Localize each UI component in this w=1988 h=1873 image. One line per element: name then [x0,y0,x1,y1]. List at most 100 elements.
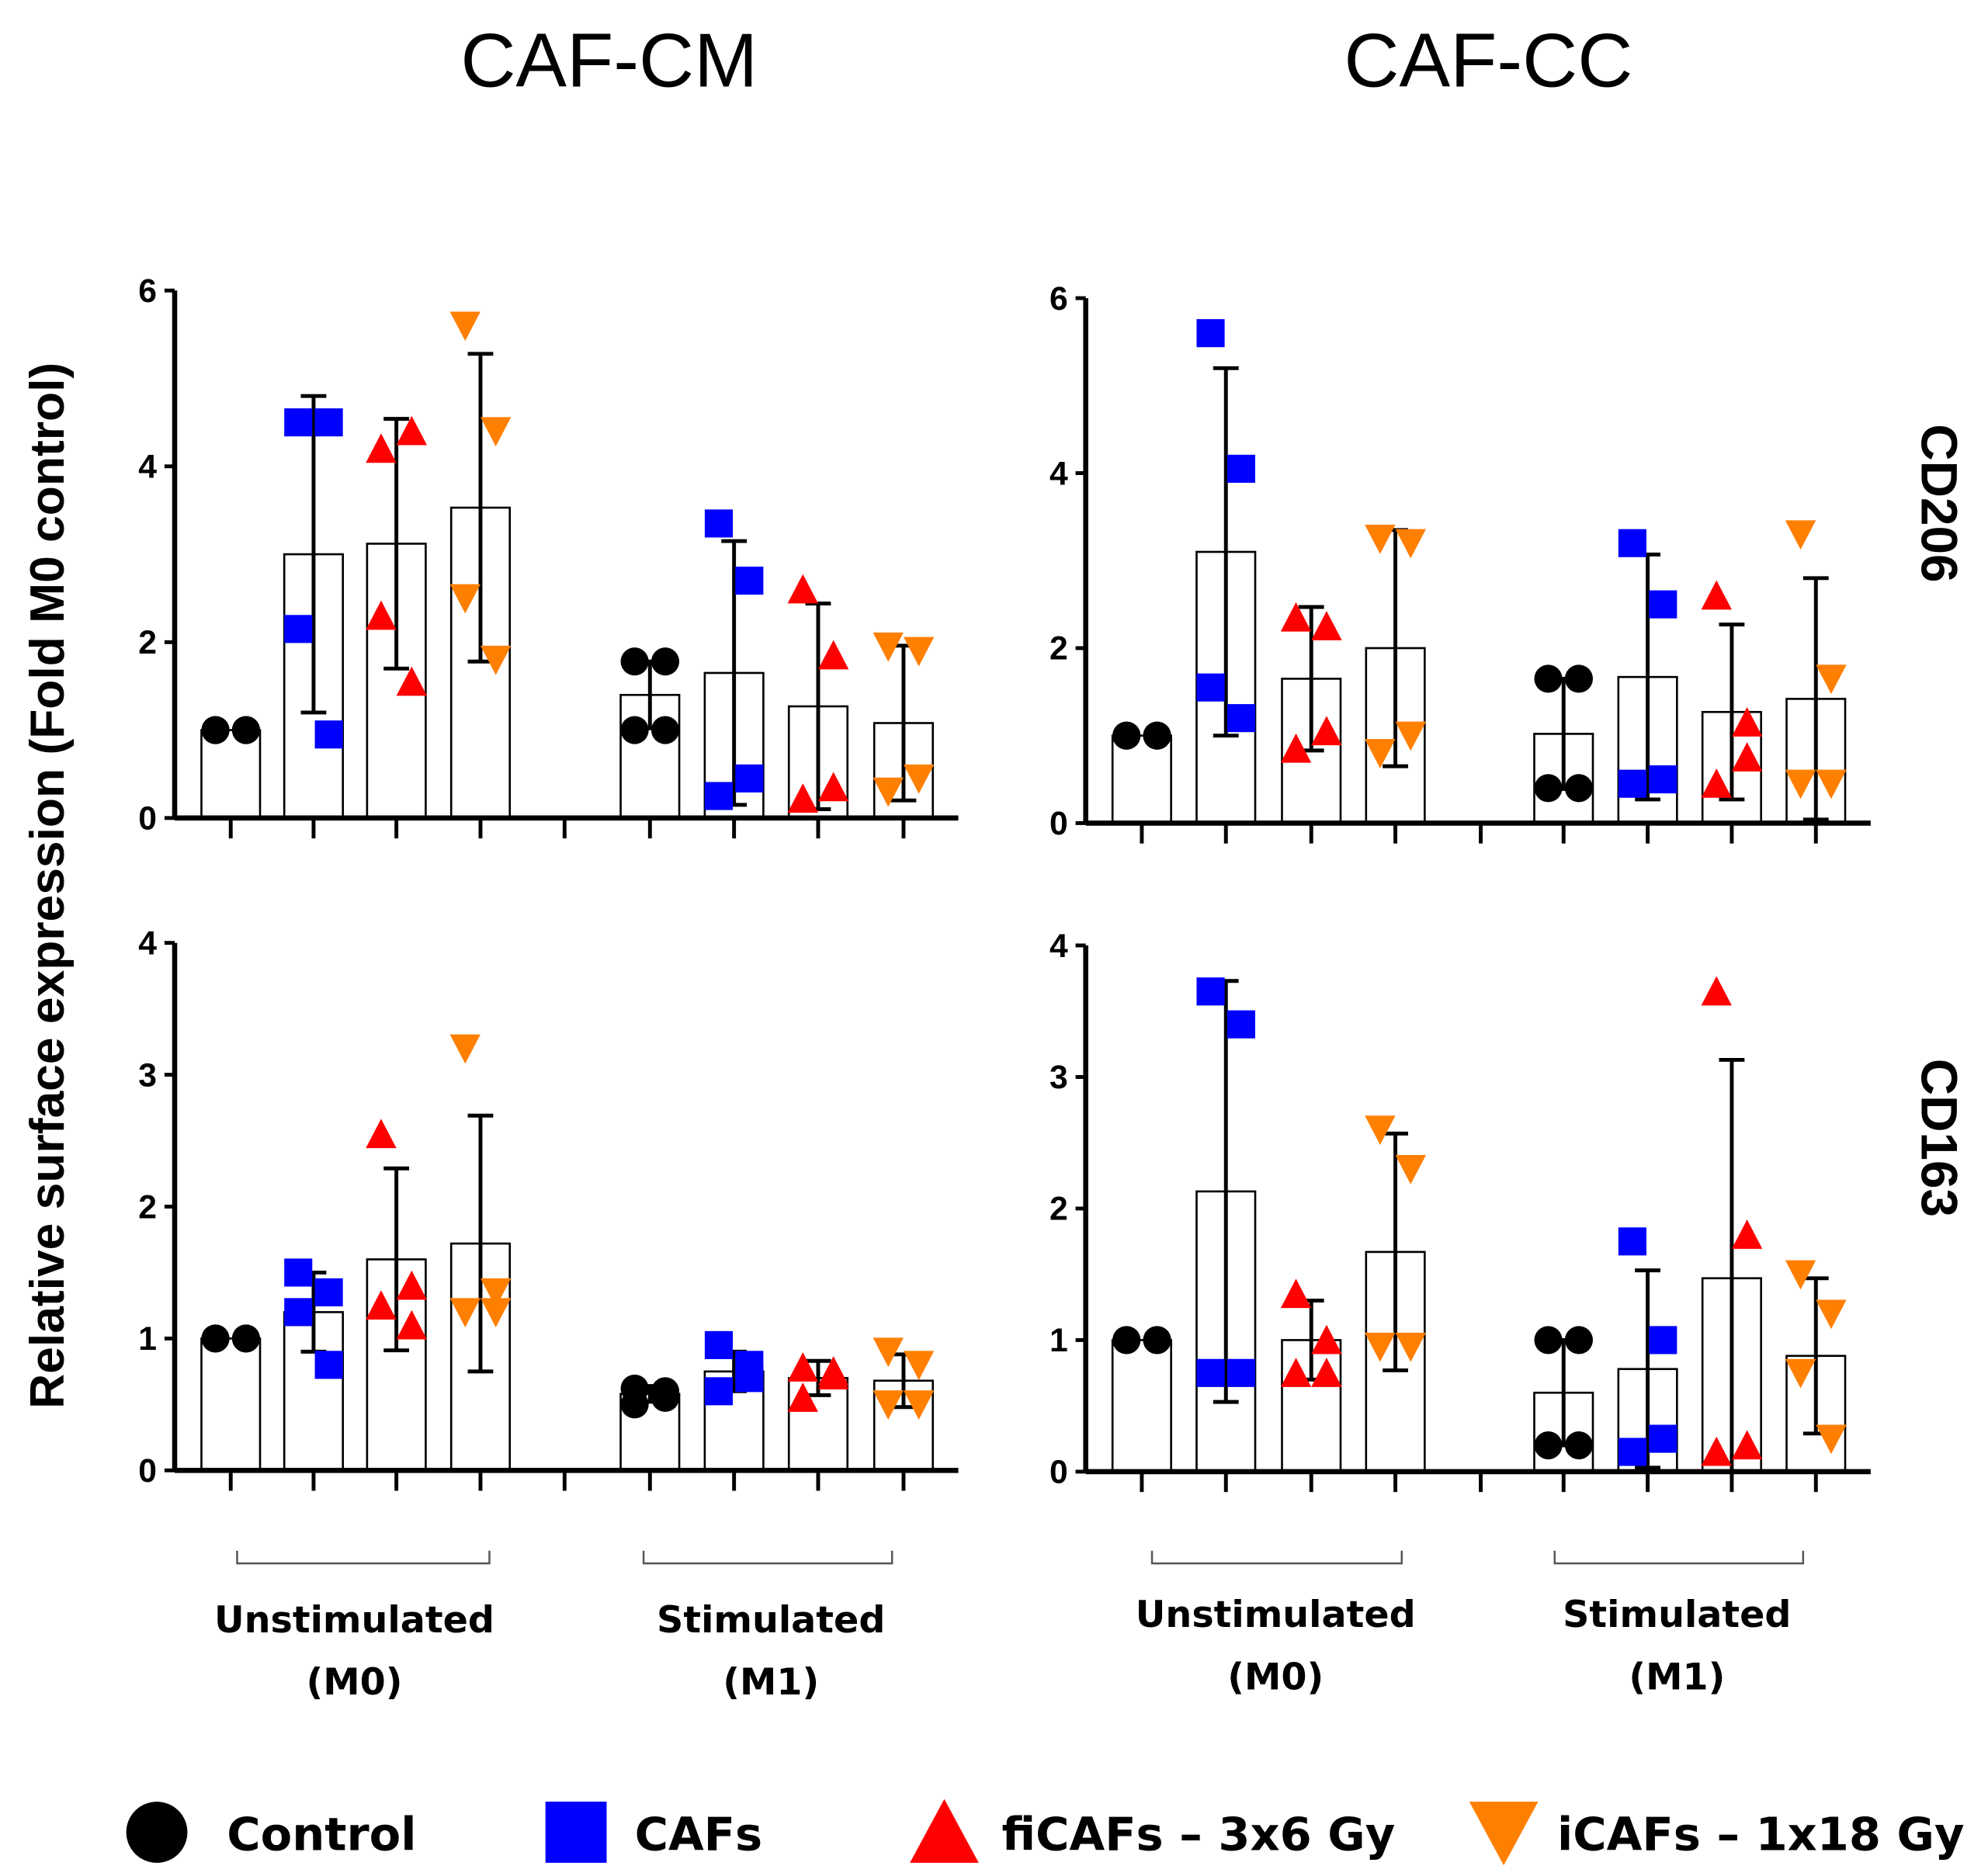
y-tick-label: 2 [138,624,157,661]
data-point-ficafs [787,783,818,813]
data-point-ficafs [366,433,397,463]
data-point-icafs [1395,1332,1426,1362]
data-point-icafs [1785,520,1816,550]
panel-cd206-caf-cc: 0 2 4 6 [1050,280,1871,844]
legend-marker-cafs [545,1802,607,1863]
y-tick-label: 6 [1050,280,1068,317]
data-point-icafs [1785,1260,1816,1290]
group-bracket [642,1550,893,1565]
data-point-control [1564,1326,1594,1354]
legend-label-control: Control [227,1807,416,1861]
data-point-cafs [1618,769,1646,798]
group-sublabel-m0: (M0) [1227,1656,1324,1699]
y-tick-label: 3 [1050,1059,1068,1096]
data-point-cafs [314,1351,343,1379]
data-point-icafs [873,632,904,662]
y-tick-label: 0 [138,1452,157,1490]
data-point-icafs [1816,769,1847,799]
data-point-cafs [1196,319,1225,348]
data-point-ficafs [1731,1430,1763,1460]
data-point-ficafs [1311,1358,1342,1387]
data-point-control [620,1390,649,1419]
y-tick-label: 1 [1050,1322,1068,1359]
data-point-control [1564,774,1594,803]
data-point-cafs [704,1330,733,1359]
data-point-control [231,1324,260,1353]
legend-marker-icafs [1469,1802,1539,1866]
column-title-caf-cc: CAF-CC [1344,18,1632,103]
data-point-control [1112,721,1141,750]
data-point-control [201,716,230,744]
data-point-icafs [903,1390,935,1420]
data-point-ficafs [1731,1219,1763,1249]
data-point-ficafs [1280,1278,1312,1309]
data-point-icafs [1816,664,1847,695]
data-point-ficafs [1701,580,1732,610]
data-point-icafs [480,417,512,447]
data-point-control [1564,664,1594,693]
data-point-control [1143,721,1171,750]
group-label-unstimulated: Unstimulated [214,1599,494,1642]
panel-cd163-caf-cc: 0 1 2 3 4 [1050,928,1871,1493]
data-point-cafs [704,1377,733,1406]
legend-marker-ficafs [910,1798,979,1863]
row-label-cd206: CD206 [1911,424,1968,582]
data-point-cafs [704,782,733,810]
data-point-icafs [873,1390,904,1420]
legend-label-icafs: iCAFs – 1x18 Gy [1557,1807,1965,1861]
data-point-ficafs [396,415,428,446]
data-point-icafs [480,1298,512,1328]
data-point-cafs [1618,529,1646,557]
data-point-ficafs [1280,602,1312,632]
data-point-ficafs [366,1290,397,1320]
row-label-cd163: CD163 [1911,1059,1968,1217]
group-label-stimulated: Stimulated [657,1599,885,1642]
data-point-cafs [1196,673,1225,702]
data-point-control [1534,664,1563,693]
group-bracket [1553,1550,1805,1565]
data-point-icafs [480,1278,512,1308]
data-point-ficafs [817,772,849,802]
group-sublabel-m1: (M1) [723,1661,819,1704]
data-point-icafs [873,1337,904,1368]
data-point-control [620,716,649,744]
data-point-icafs [903,636,935,667]
group-label-stimulated: Stimulated [1563,1594,1791,1636]
y-tick-label: 2 [138,1188,157,1226]
data-point-cafs [1649,590,1677,619]
data-point-cafs [314,1278,343,1306]
data-point-cafs [704,509,733,538]
data-point-ficafs [787,574,818,604]
y-axis-label: Relative surface expression (Fold M0 con… [21,362,75,1409]
y-tick-label: 4 [138,449,157,486]
data-point-icafs [1816,1424,1847,1455]
data-point-cafs [1226,1010,1256,1039]
y-tick-label: 0 [1050,1454,1068,1491]
data-point-cafs [1196,977,1225,1006]
data-point-icafs [1365,739,1396,768]
data-point-cafs [1649,765,1677,794]
data-point-icafs [449,1034,481,1064]
bar [1111,1339,1172,1473]
column-title-caf-cm: CAF-CM [460,18,758,103]
data-point-control [1143,1326,1171,1354]
data-point-control [1534,1431,1563,1460]
data-point-icafs [1395,529,1426,559]
bar [1111,734,1172,824]
data-point-control [651,647,680,676]
data-point-icafs [1785,769,1816,799]
data-point-ficafs [1280,1358,1312,1387]
data-point-icafs [1395,721,1426,751]
data-point-control [201,1324,230,1353]
y-tick-label: 4 [1050,928,1068,965]
y-tick-label: 0 [1050,805,1068,842]
y-tick-label: 4 [138,924,157,962]
data-point-icafs [480,645,512,675]
data-point-control [1112,1326,1141,1354]
data-point-cafs [735,1364,764,1393]
data-point-cafs [1649,1424,1677,1453]
group-bracket [236,1550,491,1565]
legend-label-ficafs: fiCAFs – 3x6 Gy [1001,1807,1395,1861]
data-point-icafs [1365,1332,1396,1362]
